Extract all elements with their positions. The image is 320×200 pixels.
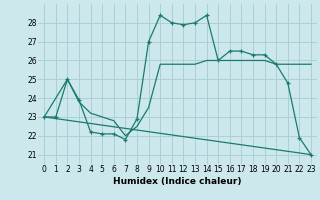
X-axis label: Humidex (Indice chaleur): Humidex (Indice chaleur) <box>113 177 242 186</box>
